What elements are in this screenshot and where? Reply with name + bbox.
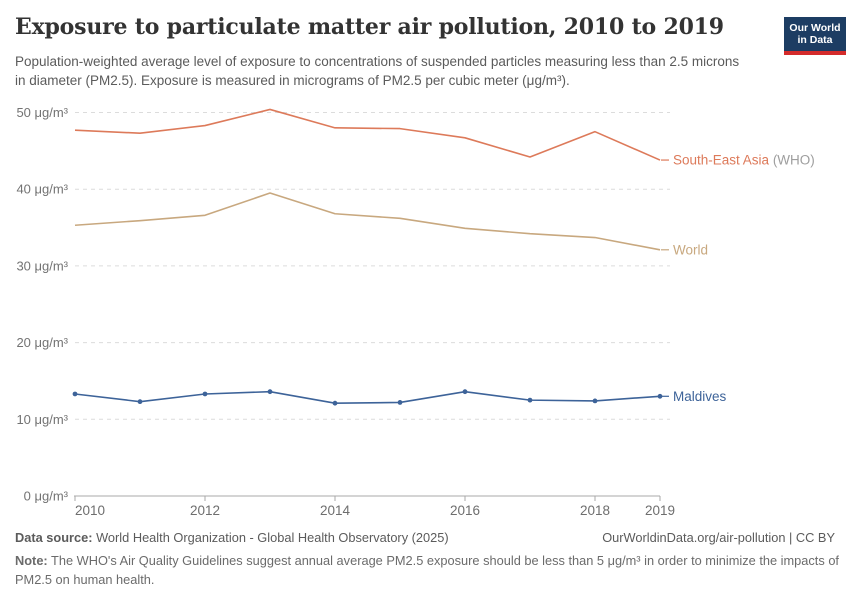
owid-logo-line1: Our World [789, 21, 841, 34]
x-tick-label-2012: 2012 [190, 503, 220, 518]
owid-attribution-link[interactable]: OurWorldinData.org/air-pollution | CC BY [602, 530, 835, 545]
owid-logo-line2: in Data [797, 34, 833, 46]
series-label-maldives[interactable]: Maldives [673, 389, 727, 404]
footnote-text: The WHO's Air Quality Guidelines suggest… [15, 553, 839, 587]
line-chart: 0 μg/m³ 10 μg/m³ 20 μg/m³ 30 μg/m³ 40 μg/m³ 5… [16, 105, 815, 518]
x-tick-label-2019: 2019 [645, 503, 675, 518]
series-marker-maldives-2019 [657, 393, 663, 399]
y-tick-label-50: 50 μg/m³ [16, 105, 68, 120]
y-tick-label-30: 30 μg/m³ [16, 258, 68, 273]
series-line-maldives[interactable] [74, 390, 661, 404]
page-title: Exposure to particulate matter air pollu… [15, 14, 724, 40]
y-tick-label-10: 10 μg/m³ [16, 412, 68, 427]
series-label-world[interactable]: World [673, 242, 708, 257]
y-tick-label-40: 40 μg/m³ [16, 182, 68, 197]
series-marker-maldives-2011 [137, 399, 143, 405]
data-source-text: Data source: World Health Organization -… [15, 530, 449, 545]
owid-logo[interactable]: Our World in Data [784, 17, 846, 55]
series-marker-maldives-2017 [527, 397, 533, 403]
series-line-south-east-asia-who[interactable] [74, 108, 661, 161]
data-source-prefix: Data source: [15, 530, 93, 545]
x-tick-label-2018: 2018 [580, 503, 610, 518]
series-marker-maldives-2016 [462, 389, 468, 395]
series-label-south-east-asia-who[interactable]: South-East Asia (WHO) [673, 153, 815, 168]
data-source-value: World Health Organization - Global Healt… [92, 530, 449, 545]
x-tick-label-2010: 2010 [75, 503, 105, 518]
series-marker-maldives-2010 [72, 391, 78, 397]
series-marker-maldives-2018 [592, 398, 598, 404]
footnote: Note: The WHO's Air Quality Guidelines s… [15, 552, 839, 589]
x-tick-label-2016: 2016 [450, 503, 480, 518]
y-tick-label-0: 0 μg/m³ [24, 489, 69, 504]
chart-subtitle: Population-weighted average level of exp… [15, 54, 740, 89]
footer-row: Data source: World Health Organization -… [15, 530, 835, 545]
footnote-prefix: Note: [15, 553, 48, 568]
series-marker-maldives-2012 [202, 391, 208, 397]
series-line-world[interactable] [74, 192, 661, 251]
y-tick-label-20: 20 μg/m³ [16, 335, 68, 350]
series-marker-maldives-2013 [267, 389, 273, 395]
x-tick-label-2014: 2014 [320, 503, 351, 518]
series-marker-maldives-2014 [332, 400, 338, 406]
series-marker-maldives-2015 [397, 400, 403, 405]
